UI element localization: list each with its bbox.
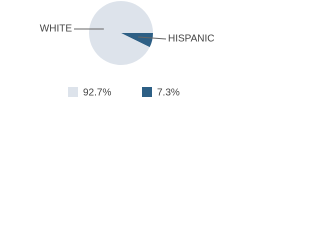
legend-swatch bbox=[68, 87, 78, 97]
chart: WHITE HISPANIC 92.7% 7.3% bbox=[40, 1, 215, 99]
legend-swatch bbox=[142, 87, 152, 97]
legend-label: 92.7% bbox=[83, 88, 111, 99]
pie-slice bbox=[88, 1, 153, 66]
slice-label: WHITE bbox=[40, 24, 73, 35]
pie-slice bbox=[121, 33, 153, 48]
leader-line bbox=[138, 36, 167, 40]
slice-label: HISPANIC bbox=[168, 34, 215, 45]
legend-label: 7.3% bbox=[157, 88, 180, 99]
